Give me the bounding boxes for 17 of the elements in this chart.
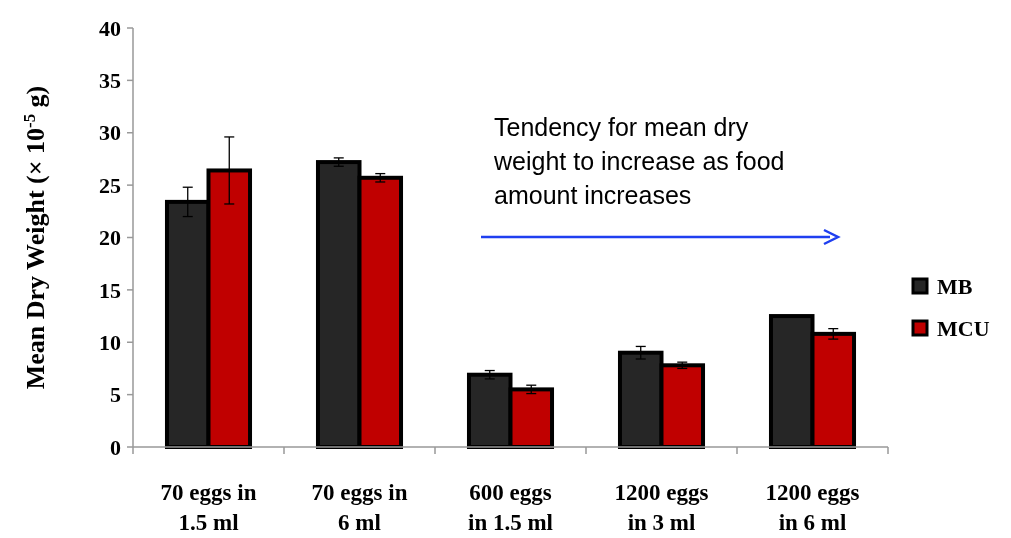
x-tick-label: 1200 eggs in 3 ml: [614, 480, 709, 535]
y-tick-label: 10: [99, 329, 121, 355]
y-tick-label: 25: [99, 172, 121, 198]
x-tick-label: 1200 eggs in 6 ml: [765, 480, 860, 535]
y-tick-label: 5: [110, 382, 121, 408]
y-tick-label: 20: [99, 225, 121, 251]
y-tick-label: 40: [99, 15, 121, 41]
legend-label: MCU: [937, 315, 990, 341]
y-tick-label: 30: [99, 120, 121, 146]
y-tick-label: 15: [99, 277, 121, 303]
x-tick-label: 70 eggs in 1.5 ml: [160, 480, 257, 535]
y-tick-label: 35: [99, 68, 121, 94]
y-tick-label: 0: [110, 434, 121, 460]
x-tick-label: 600 eggs in 1.5 ml: [468, 480, 553, 535]
x-tick-label: 70 eggs in 6 ml: [311, 480, 408, 535]
annotation: Tendency for mean dry weight to increase as food amount increases: [493, 113, 785, 209]
legend-label: MB: [937, 273, 973, 299]
